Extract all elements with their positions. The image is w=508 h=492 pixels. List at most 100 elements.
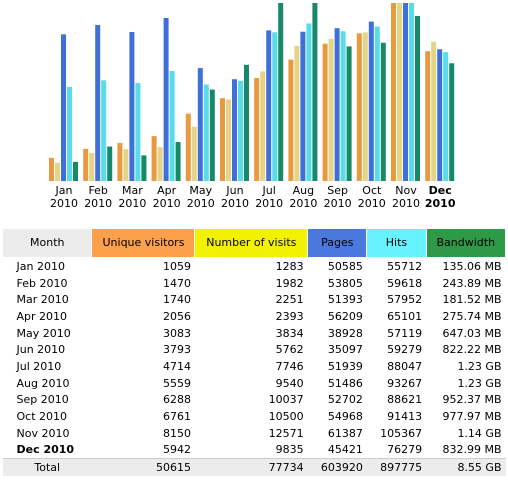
bar — [232, 79, 237, 181]
value-cell: 105367 — [380, 426, 423, 440]
bar — [129, 31, 135, 181]
month-cell: Sep 2010 — [16, 393, 69, 407]
value-cell: 57952 — [387, 293, 423, 307]
bar — [443, 52, 449, 182]
value-cell: 977.97 MB — [442, 410, 502, 424]
bar — [101, 80, 107, 181]
value-cell: 1283 — [275, 259, 304, 273]
total-cell: 897775 — [366, 458, 427, 476]
value-cell: 5942 — [162, 443, 191, 457]
row: May 2010 3083 3834 38928 57119 647.03 MB — [3, 325, 506, 342]
bar — [391, 3, 396, 181]
total-cell: 77734 — [194, 458, 308, 476]
value-cell: 1.14 GB — [457, 426, 502, 440]
month-cell: Nov 2010 — [16, 426, 70, 440]
bar — [266, 30, 272, 181]
row: Jun 2010 3793 5762 35097 59279 822.22 MB — [3, 341, 506, 358]
bar — [415, 16, 420, 182]
bar — [203, 84, 209, 181]
value-cell: 54968 — [327, 410, 363, 424]
column-header: Pages — [307, 228, 368, 258]
value-cell: 2056 — [162, 309, 191, 323]
month-cell: Oct 2010 — [16, 410, 68, 424]
bar — [322, 43, 328, 181]
bar — [141, 155, 147, 181]
x-tick-label: May 2010 — [186, 184, 215, 210]
value-cell: 9540 — [275, 376, 304, 390]
x-tick-label: Apr 2010 — [152, 184, 181, 210]
x-tick-label: Jan 2010 — [50, 184, 78, 210]
bar — [272, 32, 278, 182]
x-tick-label: Aug 2010 — [289, 184, 318, 210]
value-cell: 50585 — [327, 259, 363, 273]
row: Oct 2010 6761 10500 54968 91413 977.97 MB — [3, 408, 506, 425]
monthly-table: Month Unique visitors Number of visits Page… — [1, 228, 507, 476]
bar — [260, 71, 266, 181]
bar — [300, 31, 306, 181]
bar — [356, 33, 362, 181]
bar — [191, 126, 197, 181]
month-header: Month — [1, 228, 93, 258]
total-cell: 8.55 GB — [426, 458, 506, 476]
row: Sep 2010 6288 10037 52702 88621 952.37 MB — [3, 392, 506, 409]
value-cell: 51939 — [327, 359, 363, 373]
column-header: Bandwidth — [425, 228, 507, 258]
bar — [169, 71, 175, 181]
bar — [220, 98, 225, 181]
total-label: Total — [2, 458, 92, 476]
bar — [157, 147, 163, 181]
bar — [346, 46, 352, 182]
value-cell: 1.23 GB — [457, 376, 502, 390]
bar — [449, 63, 455, 181]
value-cell: 5559 — [162, 376, 191, 390]
row: Jul 2010 4714 7746 51939 88047 1.23 GB — [3, 358, 506, 375]
value-cell: 8150 — [162, 426, 191, 440]
bar — [107, 146, 113, 181]
bar — [209, 89, 215, 181]
x-tick-label: Nov 2010 — [392, 184, 420, 210]
value-cell: 1740 — [162, 293, 191, 307]
month-cell: Jun 2010 — [16, 343, 66, 357]
value-cell: 51393 — [327, 293, 363, 307]
row: Aug 2010 5559 9540 51486 93267 1.23 GB — [3, 375, 506, 392]
month-cell: Feb 2010 — [16, 276, 68, 290]
bar — [73, 161, 78, 181]
value-cell: 1470 — [162, 276, 191, 290]
bar — [288, 59, 294, 181]
bar — [278, 3, 284, 181]
month-cell: Jul 2010 — [16, 359, 62, 373]
value-cell: 88047 — [387, 359, 423, 373]
bar — [409, 3, 414, 181]
bar — [197, 68, 203, 181]
value-cell: 5762 — [275, 343, 304, 357]
bar — [328, 38, 334, 182]
value-cell: 10037 — [268, 393, 304, 407]
value-cell: 61387 — [327, 426, 363, 440]
bar — [238, 80, 243, 181]
value-cell: 135.06 MB — [442, 259, 502, 273]
value-cell: 6761 — [162, 410, 191, 424]
total-row: Total 50615 77734 603920 897775 8.55 GB — [2, 458, 506, 476]
value-cell: 51486 — [327, 376, 363, 390]
x-tick-label: Jul 2010 — [255, 184, 284, 210]
row: Dec 2010 5942 9835 45421 76279 832.99 MB — [3, 442, 506, 459]
bar — [431, 41, 437, 181]
bar — [123, 149, 129, 181]
value-cell: 832.99 MB — [442, 443, 502, 457]
x-tick-label: Oct 2010 — [357, 184, 386, 210]
month-cell: Dec 2010 — [16, 443, 75, 457]
value-cell: 6288 — [162, 393, 191, 407]
bar — [397, 3, 402, 181]
value-cell: 59279 — [387, 343, 423, 357]
value-cell: 76279 — [387, 443, 423, 457]
month-cell: Apr 2010 — [16, 309, 68, 323]
bar — [61, 34, 66, 182]
bar — [368, 21, 374, 182]
value-cell: 181.52 MB — [442, 293, 502, 307]
bar — [163, 18, 169, 182]
value-cell: 7746 — [275, 359, 304, 373]
month-cell: Mar 2010 — [16, 293, 69, 307]
value-cell: 3083 — [162, 326, 191, 340]
row: Jan 2010 1059 1283 50585 55712 135.06 MB — [3, 258, 506, 275]
